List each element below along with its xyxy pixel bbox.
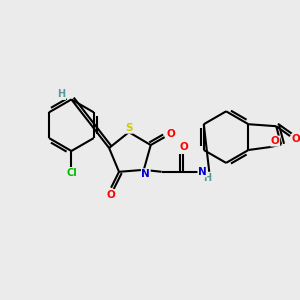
Text: H: H — [57, 89, 65, 100]
Text: N: N — [198, 167, 207, 177]
Text: O: O — [271, 136, 280, 146]
Text: O: O — [292, 134, 300, 144]
Text: H: H — [203, 173, 211, 183]
Text: O: O — [107, 190, 116, 200]
Text: O: O — [179, 142, 188, 152]
Text: N: N — [141, 169, 150, 179]
Text: O: O — [166, 129, 175, 139]
Text: S: S — [125, 123, 133, 133]
Text: Cl: Cl — [66, 168, 77, 178]
